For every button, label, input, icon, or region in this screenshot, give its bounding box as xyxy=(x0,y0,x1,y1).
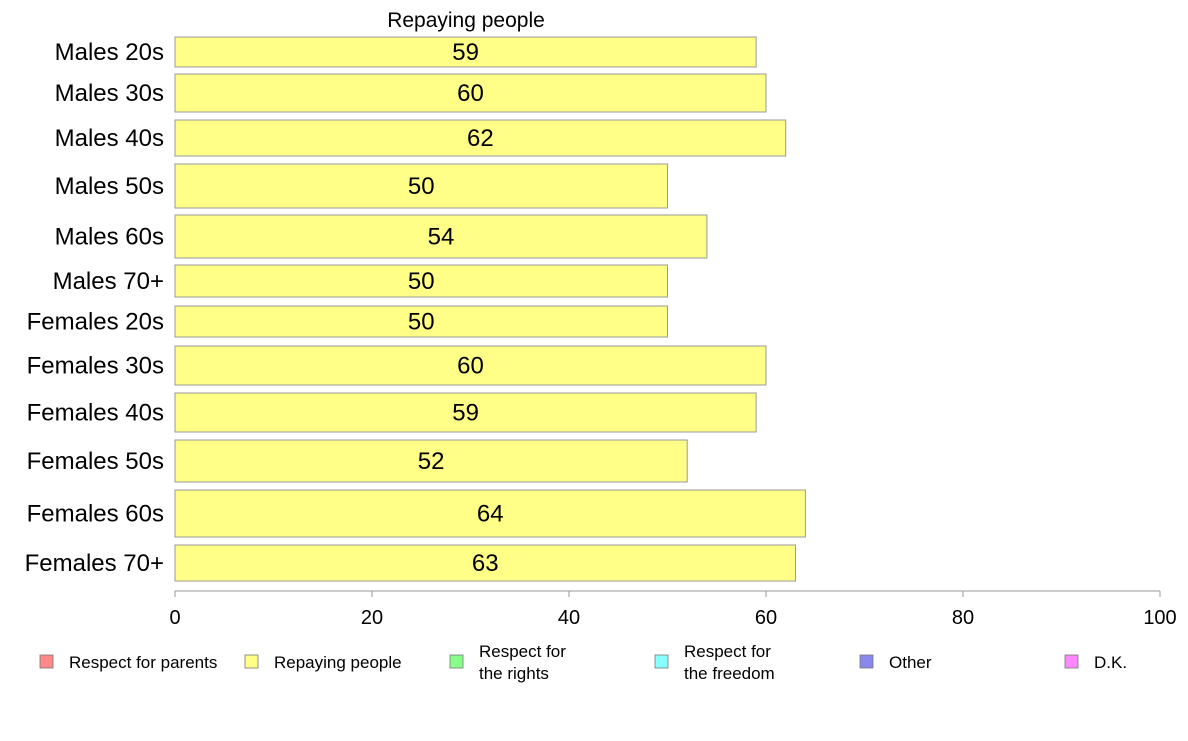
legend-label: Other xyxy=(889,653,932,672)
legend-label: the freedom xyxy=(684,664,775,683)
legend-swatch xyxy=(1064,654,1079,669)
category-label: Males 70+ xyxy=(53,268,164,295)
bar xyxy=(174,439,688,483)
category-label: Males 40s xyxy=(55,125,164,152)
legend-label: Respect for parents xyxy=(69,653,217,672)
legend-label: the rights xyxy=(479,664,549,683)
legend-label: Respect for xyxy=(684,642,771,661)
bar-value-label: 64 xyxy=(477,501,504,528)
bar xyxy=(174,345,767,386)
legend-label: D.K. xyxy=(1094,653,1127,672)
x-tick-label: 20 xyxy=(361,607,383,629)
bar-value-label: 50 xyxy=(408,173,435,200)
bar-value-label: 63 xyxy=(472,550,499,577)
legend-swatch xyxy=(244,654,259,669)
category-label: Males 30s xyxy=(55,80,164,107)
x-tick-label: 80 xyxy=(952,607,974,629)
category-label: Females 50s xyxy=(27,448,164,475)
bar xyxy=(174,119,787,157)
legend-swatch xyxy=(449,654,464,669)
category-label: Females 70+ xyxy=(25,550,164,577)
category-label: Males 60s xyxy=(55,224,164,251)
category-label: Males 20s xyxy=(55,39,164,66)
legend-label: Respect for xyxy=(479,642,566,661)
legend-swatch xyxy=(859,654,874,669)
x-tick-label: 0 xyxy=(169,607,180,629)
x-tick-label: 40 xyxy=(558,607,580,629)
bar-value-label: 62 xyxy=(467,125,494,152)
bar-value-label: 50 xyxy=(408,268,435,295)
bar-value-label: 52 xyxy=(418,448,445,475)
bar xyxy=(174,305,668,338)
bar xyxy=(174,214,708,259)
legend: Respect for parents Repaying people Respec… xyxy=(39,642,1127,683)
category-label: Females 20s xyxy=(27,309,164,336)
bar-value-label: 50 xyxy=(408,309,435,336)
category-label: Females 40s xyxy=(27,400,164,427)
bar-value-label: 60 xyxy=(457,80,484,107)
bar xyxy=(174,163,668,209)
bar-value-label: 60 xyxy=(457,353,484,380)
category-label: Females 60s xyxy=(27,501,164,528)
bar xyxy=(174,36,757,68)
bar-value-label: 54 xyxy=(428,224,455,251)
category-label: Males 50s xyxy=(55,173,164,200)
x-axis: 0 20 40 60 80 100 xyxy=(169,590,1177,629)
bar-value-label: 59 xyxy=(452,39,479,66)
chart-title: Repaying people xyxy=(387,9,545,32)
legend-swatch xyxy=(39,654,54,669)
bar xyxy=(174,544,797,582)
bar-value-label: 59 xyxy=(452,400,479,427)
x-tick-label: 100 xyxy=(1143,607,1176,629)
bar xyxy=(174,489,806,538)
bar xyxy=(174,264,668,298)
x-tick-label: 60 xyxy=(755,607,777,629)
bar xyxy=(174,73,767,113)
bar xyxy=(174,392,757,433)
legend-swatch xyxy=(654,654,669,669)
category-label: Females 30s xyxy=(27,353,164,380)
legend-label: Repaying people xyxy=(274,653,402,672)
bars-layer: Males 20s 59 Males 30s 60 Males 40s 62 Males 5… xyxy=(25,36,806,582)
